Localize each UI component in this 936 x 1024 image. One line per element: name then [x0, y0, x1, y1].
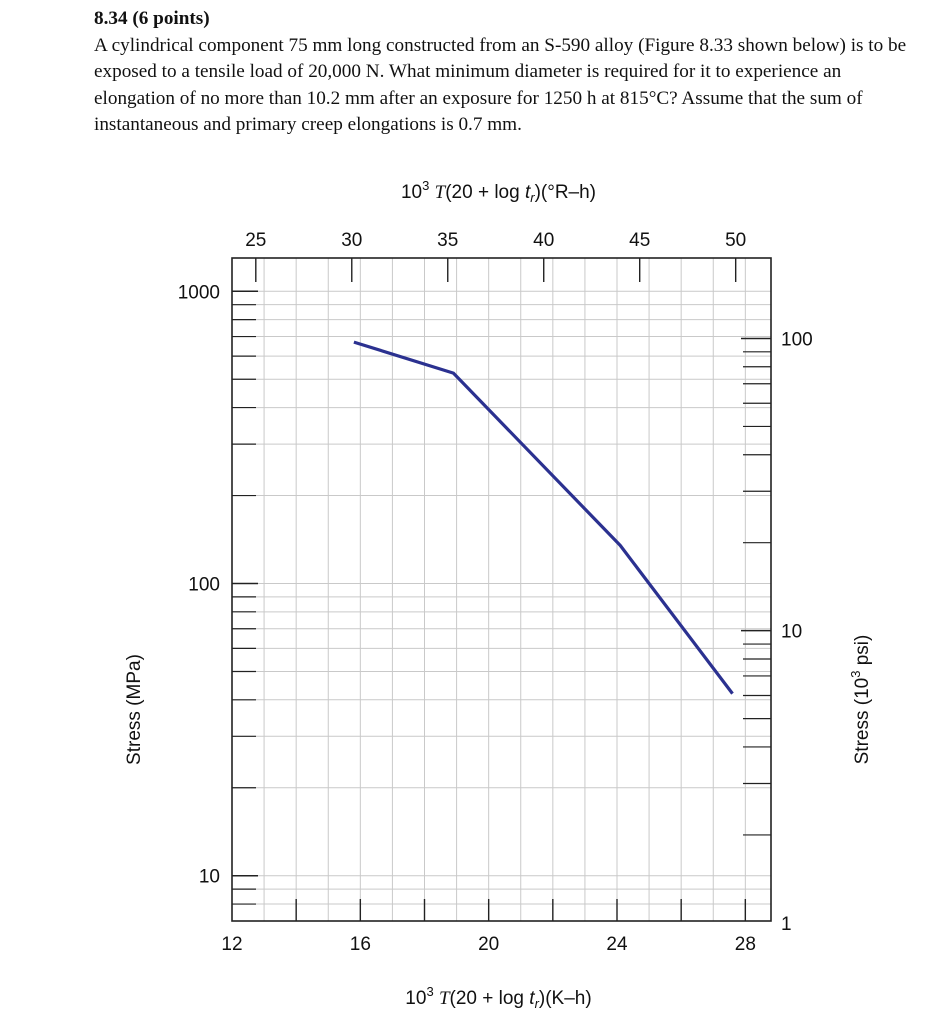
right-axis-label: Stress (103 psi) — [848, 635, 873, 765]
plot-frame — [231, 257, 772, 922]
tick-labels: 12 16 20 24 28 25 30 35 40 45 50 10 100 1000 1 10 100 — [178, 230, 813, 955]
bottom-tick-label: 24 — [606, 934, 628, 955]
bottom-tick-label: 16 — [350, 934, 371, 955]
top-tick-label: 50 — [725, 230, 746, 251]
right-tick-label: 1 — [781, 914, 792, 935]
left-tick-label: 1000 — [178, 282, 220, 303]
series-line — [353, 340, 734, 695]
right-tick-label: 100 — [781, 329, 813, 350]
top-tick-label: 35 — [437, 230, 458, 251]
left-tick-label: 10 — [199, 867, 220, 888]
problem-body: A cylindrical component 75 mm long const… — [94, 34, 907, 136]
problem-text: 8.34 (6 points) A cylindrical component … — [94, 6, 914, 139]
left-tick-label: 100 — [188, 575, 220, 596]
bottom-tick-label: 28 — [735, 934, 756, 955]
left-axis-label: Stress (MPa) — [124, 654, 145, 765]
problem-title: 8.34 (6 points) — [94, 8, 210, 29]
top-tick-label: 30 — [341, 230, 362, 251]
bottom-tick-label: 20 — [478, 934, 499, 955]
top-axis-label: 103 T(20 + log tr)(°R–h) — [401, 178, 596, 205]
right-tick-label: 10 — [781, 622, 802, 643]
chart-grid — [232, 258, 771, 921]
top-tick-label: 45 — [629, 230, 650, 251]
chart-ticks — [232, 258, 771, 921]
bottom-tick-label: 12 — [221, 934, 242, 955]
top-tick-label: 40 — [533, 230, 554, 251]
bottom-axis-label: 103 T(20 + log tr)(K–h) — [405, 984, 591, 1011]
top-tick-label: 25 — [245, 230, 266, 251]
